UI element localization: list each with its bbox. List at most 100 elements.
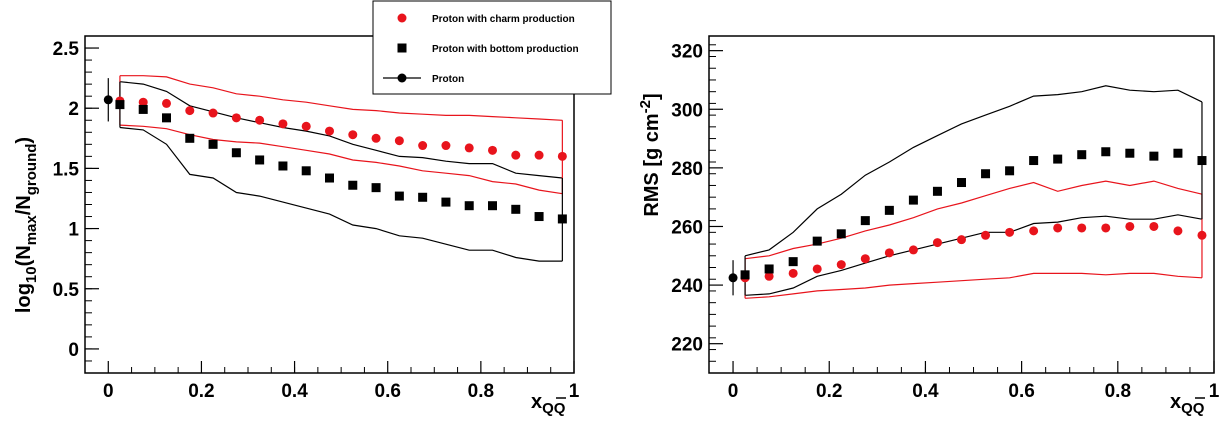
point-bottom — [908, 195, 918, 205]
x-tick-label: 0.8 — [1105, 381, 1131, 402]
point-bottom — [884, 205, 894, 215]
point-bottom — [162, 113, 171, 123]
svg-text:xQQ: xQQ — [1170, 391, 1205, 416]
band-charm-upper — [119, 75, 563, 121]
point-bottom — [185, 133, 195, 143]
y-tick-label: 2 — [68, 99, 79, 120]
point-charm — [418, 141, 428, 151]
y-tick-label: 240 — [671, 276, 703, 297]
legend: Proton with charm production Proton with… — [372, 0, 612, 95]
point-charm — [464, 143, 474, 153]
legend-marker-proton — [397, 73, 407, 83]
point-charm — [764, 271, 774, 281]
point-bottom — [932, 186, 942, 196]
left-markers — [103, 78, 567, 224]
point-bottom — [1053, 154, 1063, 164]
point-bottom — [1149, 151, 1159, 161]
left-panel: 0 0.2 0.4 0.6 0.8 100.511.522.5 log10(Nmax/Ng… — [13, 35, 580, 417]
y-tick-label: 1.5 — [53, 159, 80, 180]
point-charm — [957, 235, 966, 245]
point-bottom — [255, 155, 265, 165]
x-tick-label: 0.4 — [281, 381, 308, 402]
x-tick-label: 1 — [569, 381, 580, 402]
y-tick-label: 0.5 — [53, 280, 80, 301]
point-charm — [325, 126, 334, 136]
point-bottom — [812, 236, 822, 246]
point-bottom — [788, 257, 798, 267]
x-tick-label: 0.2 — [188, 381, 214, 402]
y-tick-label: 260 — [671, 217, 703, 238]
point-bottom — [557, 214, 567, 224]
x-tick-label: 0 — [728, 381, 739, 402]
point-charm — [788, 268, 798, 278]
point-bottom — [301, 166, 311, 176]
point-charm — [860, 254, 870, 264]
x-tick-label: 0 — [103, 381, 114, 402]
band-bottom-lower — [745, 214, 1203, 296]
point-charm — [981, 230, 991, 240]
point-charm — [1077, 223, 1087, 233]
ylabel-close: ) — [13, 137, 35, 144]
point-bottom — [441, 197, 451, 207]
legend-marker-bottom — [397, 43, 407, 53]
point-bottom — [348, 180, 358, 190]
point-bottom — [740, 270, 750, 280]
point-bottom — [278, 161, 288, 171]
point-bottom — [464, 201, 474, 211]
legend-label-charm: Proton with charm production — [432, 14, 575, 25]
ylabel-log: log — [13, 283, 35, 313]
point-charm — [812, 264, 822, 274]
left-ticks: 0 0.2 0.4 0.6 0.8 1 0 0.5 1 1.5 2 2.5 — [53, 39, 580, 402]
point-bottom — [981, 169, 991, 179]
y-tick-label: 0 — [68, 340, 79, 361]
x-tick-label: 0.6 — [375, 381, 401, 402]
point-charm — [185, 106, 195, 116]
point-charm — [231, 113, 241, 123]
point-charm — [1005, 227, 1015, 237]
point-charm — [371, 133, 381, 143]
point-bottom — [231, 148, 241, 158]
right-plot-frame — [708, 35, 1215, 374]
legend-marker-charm — [397, 13, 407, 23]
point-bottom — [764, 264, 774, 274]
right-y-axis-title: RMS [g cm-2] — [637, 93, 663, 216]
point-bottom — [1125, 148, 1135, 158]
right-markers — [728, 147, 1207, 296]
point-charm — [511, 150, 521, 160]
point-charm — [394, 136, 404, 146]
point-charm — [162, 98, 171, 108]
point-bottom — [836, 229, 846, 239]
point-charm — [1029, 226, 1039, 236]
point-bottom — [371, 183, 381, 193]
point-bottom — [208, 139, 218, 149]
right-bands — [744, 85, 1203, 299]
left-x-axis-title: xQQ — [531, 391, 566, 417]
svg-text:xQQ: xQQ — [531, 391, 566, 416]
xlabel-x: x — [1170, 391, 1181, 413]
y-tick-label: 220 — [671, 335, 703, 356]
point-bottom — [1197, 156, 1207, 166]
xlabel-sub: QQ — [1181, 400, 1205, 416]
point-charm — [301, 121, 311, 131]
point-bottom — [957, 178, 966, 188]
point-charm — [348, 130, 358, 140]
point-charm — [441, 141, 451, 151]
point-charm — [836, 260, 846, 270]
point-bottom — [394, 191, 404, 201]
point-bottom — [418, 192, 428, 202]
point-bottom — [511, 204, 521, 214]
point-charm — [255, 115, 265, 125]
point-bottom — [1173, 148, 1183, 158]
point-proton — [103, 95, 113, 105]
point-charm — [1173, 226, 1183, 236]
point-bottom — [138, 104, 148, 114]
point-bottom — [1029, 156, 1039, 166]
point-charm — [208, 108, 218, 118]
legend-label-proton: Proton — [432, 74, 464, 85]
point-charm — [1197, 230, 1207, 240]
x-tick-label: 0.8 — [468, 381, 494, 402]
point-bottom — [534, 212, 544, 222]
point-bottom — [325, 173, 334, 183]
y-tick-label: 2.5 — [53, 39, 80, 60]
